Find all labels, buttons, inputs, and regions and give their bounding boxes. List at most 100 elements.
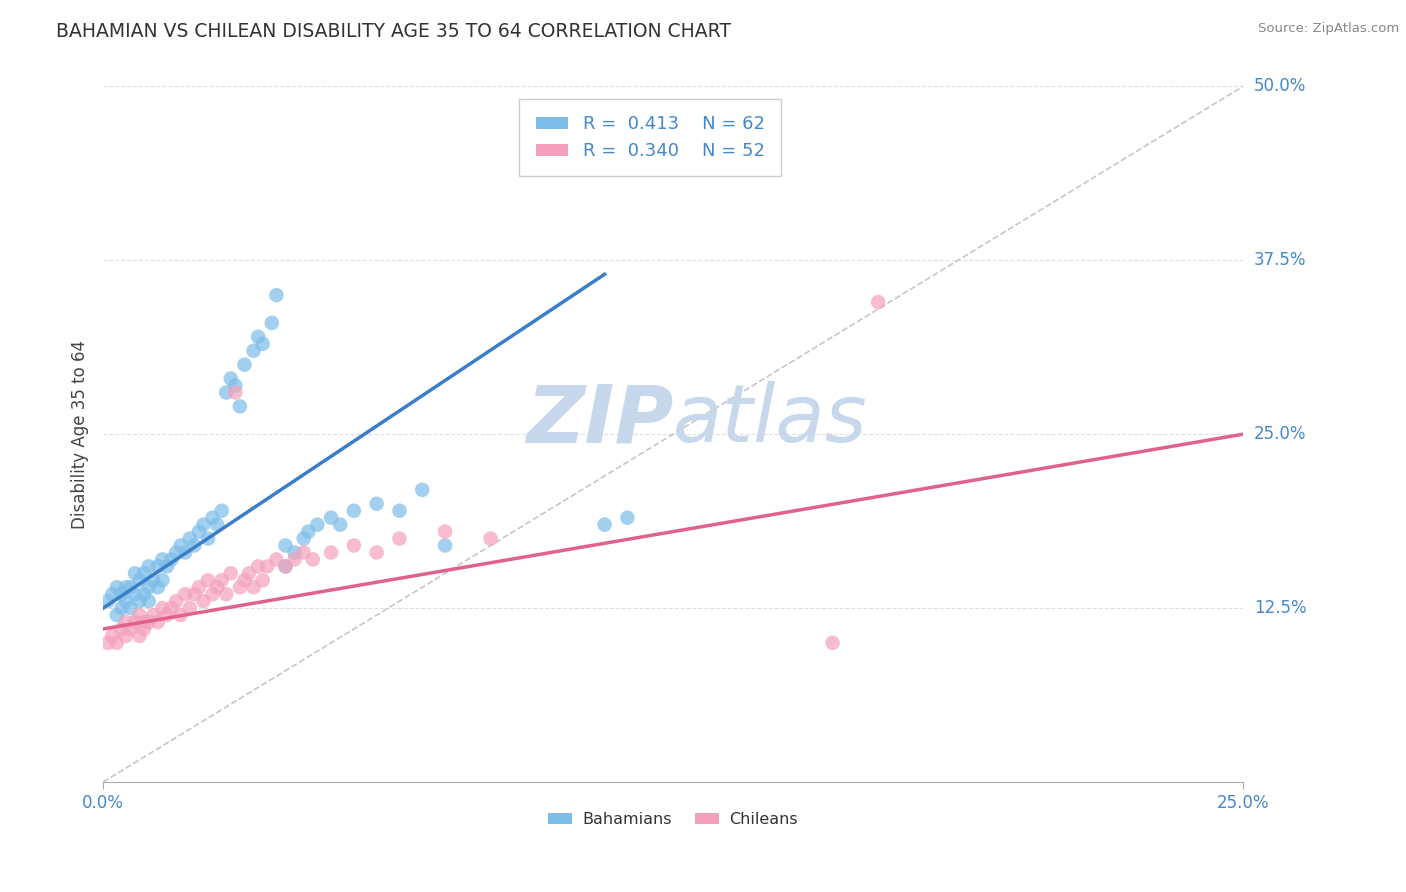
Point — [274, 559, 297, 574]
Point — [105, 636, 128, 650]
Point — [821, 636, 844, 650]
Point — [302, 552, 325, 566]
Point — [138, 594, 160, 608]
Point — [120, 622, 142, 636]
Point — [142, 608, 165, 623]
Point — [252, 336, 274, 351]
Point — [124, 587, 146, 601]
Point — [616, 510, 638, 524]
Point — [134, 587, 156, 601]
Point — [146, 580, 169, 594]
Point — [115, 615, 138, 629]
Point — [319, 510, 342, 524]
Text: 25.0%: 25.0% — [1254, 425, 1306, 443]
Point — [128, 629, 150, 643]
Point — [120, 580, 142, 594]
Point — [479, 532, 502, 546]
Point — [110, 587, 132, 601]
Point — [292, 532, 315, 546]
Point — [110, 622, 132, 636]
Point — [197, 532, 219, 546]
Point — [146, 615, 169, 629]
Point — [174, 587, 197, 601]
Text: ZIP: ZIP — [526, 381, 673, 459]
Point — [292, 545, 315, 559]
Point — [197, 574, 219, 588]
Point — [165, 594, 187, 608]
Point — [152, 601, 174, 615]
Text: atlas: atlas — [673, 381, 868, 459]
Point — [179, 532, 201, 546]
Point — [183, 539, 205, 553]
Point — [319, 545, 342, 559]
Point — [142, 574, 165, 588]
Point — [201, 587, 224, 601]
Point — [115, 594, 138, 608]
Point — [242, 580, 264, 594]
Point — [434, 524, 457, 539]
Point — [242, 343, 264, 358]
Point — [284, 552, 307, 566]
Point — [101, 587, 124, 601]
Y-axis label: Disability Age 35 to 64: Disability Age 35 to 64 — [72, 340, 89, 529]
Text: Source: ZipAtlas.com: Source: ZipAtlas.com — [1258, 22, 1399, 36]
Point — [156, 608, 179, 623]
Point — [868, 295, 890, 310]
Point — [152, 552, 174, 566]
Point — [229, 400, 252, 414]
Point — [169, 608, 191, 623]
Point — [97, 594, 120, 608]
Point — [211, 504, 233, 518]
Point — [110, 601, 132, 615]
Point — [366, 497, 388, 511]
Text: 12.5%: 12.5% — [1254, 599, 1306, 617]
Point — [160, 552, 183, 566]
Point — [179, 601, 201, 615]
Point — [284, 545, 307, 559]
Point — [593, 517, 616, 532]
Point — [183, 587, 205, 601]
Point — [152, 574, 174, 588]
Point — [343, 539, 366, 553]
Point — [252, 574, 274, 588]
Point — [211, 574, 233, 588]
Point — [260, 316, 283, 330]
Point — [134, 622, 156, 636]
Point — [201, 510, 224, 524]
Point — [187, 580, 209, 594]
Point — [224, 385, 246, 400]
Point — [215, 385, 238, 400]
Point — [134, 615, 156, 629]
Point — [105, 608, 128, 623]
Point — [97, 636, 120, 650]
Point — [233, 574, 256, 588]
Point — [307, 517, 329, 532]
Point — [105, 580, 128, 594]
Point — [128, 574, 150, 588]
Point — [160, 601, 183, 615]
Point — [411, 483, 433, 497]
Point — [165, 545, 187, 559]
Point — [238, 566, 260, 581]
Text: 37.5%: 37.5% — [1254, 252, 1306, 269]
Point — [219, 371, 242, 385]
Point — [343, 504, 366, 518]
Point — [224, 378, 246, 392]
Point — [215, 587, 238, 601]
Text: BAHAMIAN VS CHILEAN DISABILITY AGE 35 TO 64 CORRELATION CHART: BAHAMIAN VS CHILEAN DISABILITY AGE 35 TO… — [56, 22, 731, 41]
Point — [174, 545, 197, 559]
Point — [388, 504, 411, 518]
Legend: Bahamians, Chileans: Bahamians, Chileans — [543, 805, 804, 833]
Point — [266, 288, 288, 302]
Point — [128, 608, 150, 623]
Point — [138, 559, 160, 574]
Point — [124, 566, 146, 581]
Point — [205, 580, 228, 594]
Point — [274, 559, 297, 574]
Point — [219, 566, 242, 581]
Point — [138, 580, 160, 594]
Point — [115, 629, 138, 643]
Point — [256, 559, 278, 574]
Point — [434, 539, 457, 553]
Point — [266, 552, 288, 566]
